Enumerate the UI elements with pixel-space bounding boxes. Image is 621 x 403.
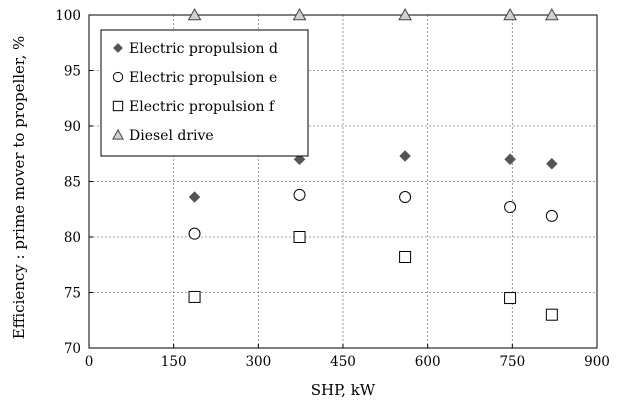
x-tick-label: 900 xyxy=(584,354,610,370)
x-axis-label: SHP, kW xyxy=(311,381,376,399)
y-tick-label: 100 xyxy=(55,8,81,24)
y-tick-label: 90 xyxy=(64,119,81,135)
legend-label-2: Electric propulsion e xyxy=(129,70,277,86)
data-point-series-1 xyxy=(293,153,306,166)
legend-marker-1 xyxy=(112,42,124,54)
x-tick-label: 300 xyxy=(245,354,271,370)
data-point-series-4 xyxy=(187,7,202,21)
y-tick-label: 85 xyxy=(64,175,81,191)
legend-label-3: Electric propulsion f xyxy=(129,99,276,115)
x-tick-label: 450 xyxy=(330,354,356,370)
data-points xyxy=(187,7,559,321)
data-point-series-4 xyxy=(503,7,517,21)
legend-label-4: Diesel drive xyxy=(129,128,214,144)
x-tick-label: 150 xyxy=(161,354,187,370)
data-point-series-3 xyxy=(188,290,201,303)
data-point-series-1 xyxy=(504,153,516,166)
data-point-series-3 xyxy=(504,292,517,305)
data-point-series-1 xyxy=(399,150,411,162)
data-point-series-2 xyxy=(293,188,306,201)
y-tick-label: 70 xyxy=(64,341,81,357)
data-point-series-3 xyxy=(293,231,306,243)
data-point-series-2 xyxy=(545,209,558,222)
data-point-series-2 xyxy=(504,201,517,214)
x-tick-label: 0 xyxy=(85,354,94,370)
y-tick-label: 75 xyxy=(64,286,81,302)
x-tick-label: 600 xyxy=(415,354,441,370)
y-axis-label: Efficiency : prime mover to propeller, % xyxy=(10,36,28,339)
data-point-series-4 xyxy=(544,7,559,21)
data-point-series-2 xyxy=(399,191,412,204)
data-point-series-4 xyxy=(398,7,412,21)
y-axis-ticks: 70 75 80 85 90 95 100 xyxy=(55,8,93,357)
legend: Electric propulsion d Electric propulsion… xyxy=(100,29,309,157)
data-point-series-1 xyxy=(545,157,558,170)
x-axis-ticks: 0 150 300 450 600 750 900 xyxy=(85,344,610,370)
data-point-series-3 xyxy=(399,250,412,263)
legend-label-1: Electric propulsion d xyxy=(129,41,278,57)
data-point-series-4 xyxy=(292,7,307,21)
legend-marker-2 xyxy=(112,71,124,83)
legend-marker-3 xyxy=(112,100,124,112)
data-point-series-3 xyxy=(545,308,558,321)
x-tick-label: 750 xyxy=(499,354,525,370)
legend-box xyxy=(100,29,309,157)
y-tick-label: 80 xyxy=(64,230,81,246)
legend-marker-4 xyxy=(112,128,124,140)
y-tick-label: 95 xyxy=(64,64,81,80)
data-point-series-2 xyxy=(188,227,201,240)
data-point-series-1 xyxy=(188,191,201,203)
